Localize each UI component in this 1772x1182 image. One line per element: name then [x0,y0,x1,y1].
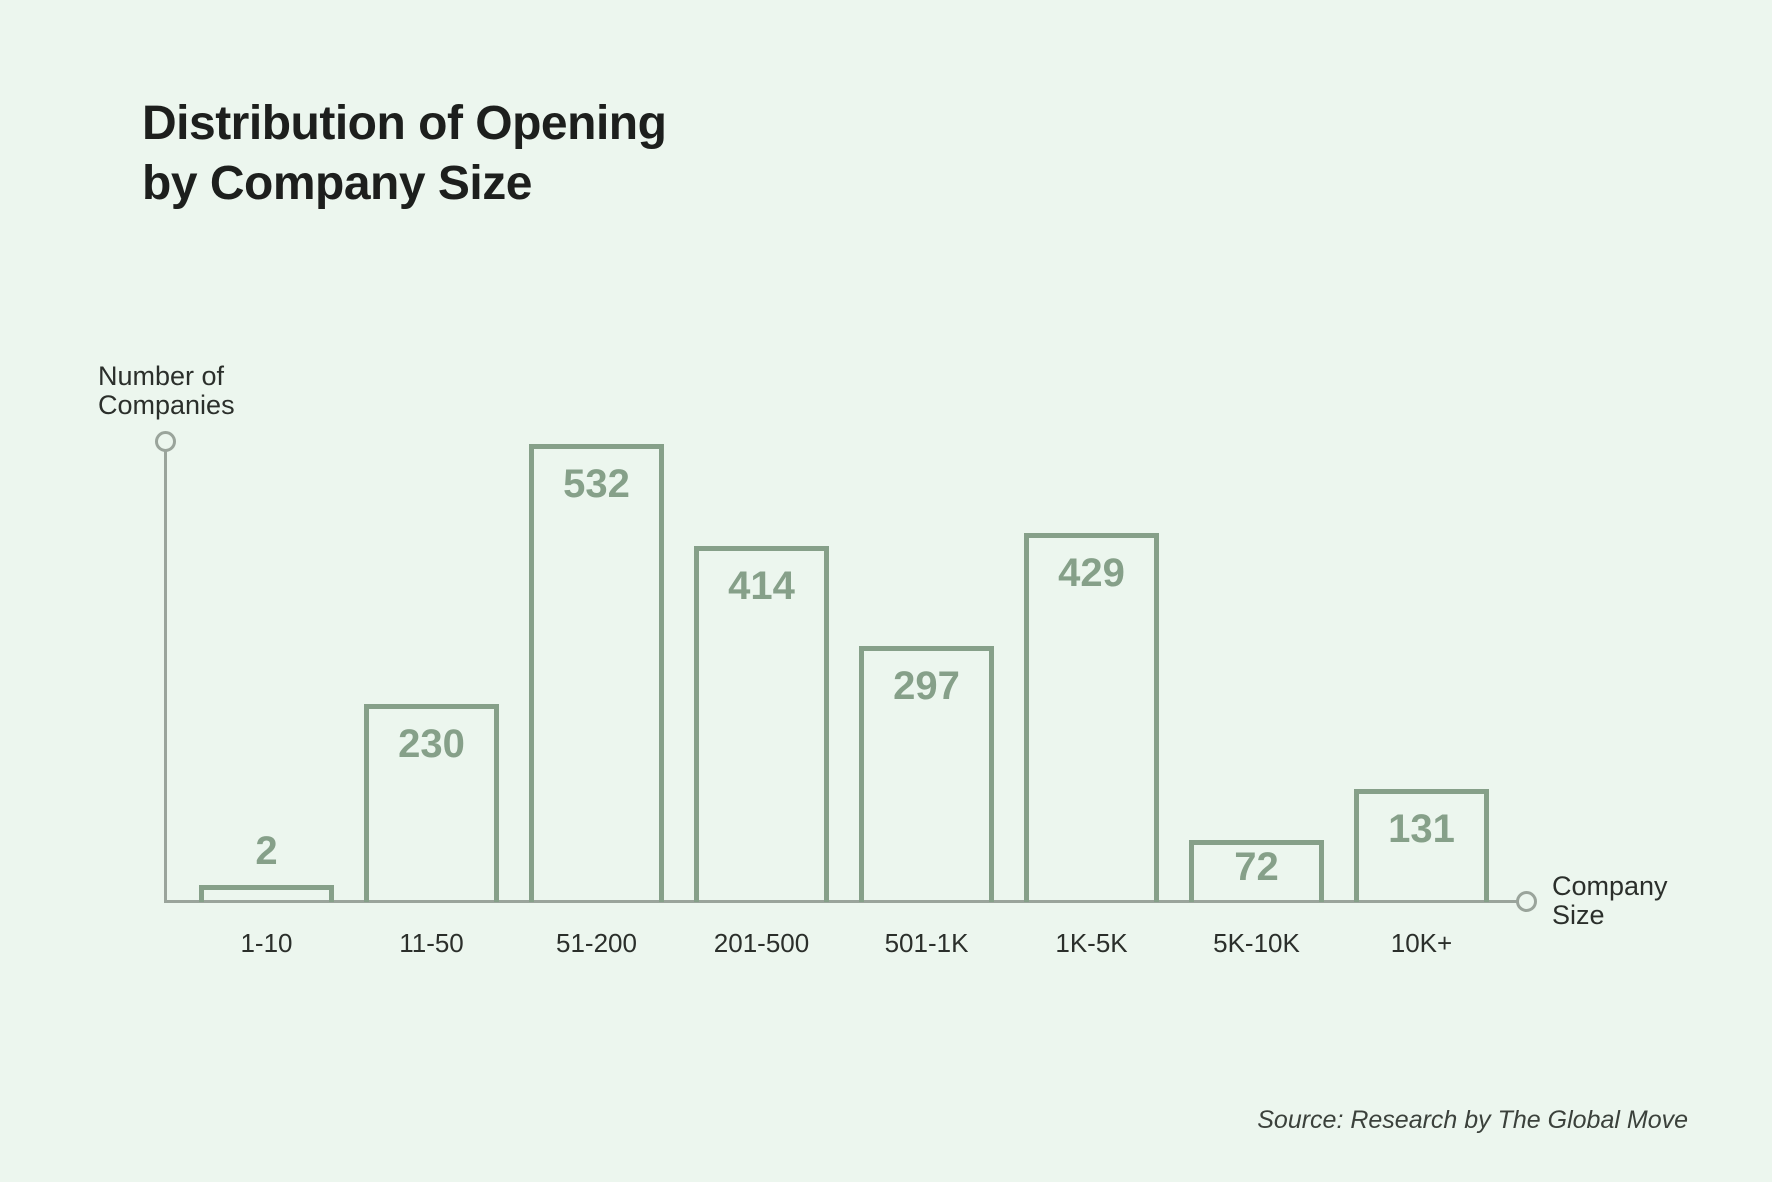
x-tick-label: 5K-10K [1213,928,1300,958]
bar [1354,789,1489,902]
bar [694,546,829,902]
x-axis-label: Company Size [1552,872,1668,930]
bar-value-label: 230 [398,722,465,766]
y-axis-label-line1: Number of [98,361,225,391]
bar [1189,840,1324,902]
x-axis-label-line1: Company [1552,871,1668,901]
x-tick-label: 11-50 [399,928,464,958]
bar-value-label: 532 [563,462,630,506]
y-axis-label-line2: Companies [98,390,235,420]
chart-title: Distribution of Opening by Company Size [142,94,667,214]
x-tick-label: 1-10 [240,928,293,958]
bar-value-label: 297 [893,664,960,708]
x-axis-label-line2: Size [1552,900,1605,930]
x-tick-label: 1K-5K [1055,928,1128,958]
x-axis-line [164,900,1517,903]
bar-value-label: 414 [728,564,795,608]
x-tick-label: 501-1K [884,928,969,958]
bar [529,444,664,902]
bar [1024,533,1159,902]
x-tick-label: 201-500 [713,928,810,958]
x-axis-endpoint-circle [1516,891,1537,912]
x-tick-label: 10K+ [1390,928,1453,958]
bar [859,646,994,902]
bar [364,704,499,902]
chart-title-line1: Distribution of Opening [142,97,667,150]
chart-title-line2: by Company Size [142,157,532,210]
x-tick-label: 51-200 [556,928,637,958]
bar [199,885,334,902]
bar-value-label: 429 [1058,551,1125,595]
y-axis-line [164,451,167,902]
source-note: Source: Research by The Global Move [1257,1106,1688,1134]
bar-value-label: 131 [1388,807,1455,851]
y-axis-label: Number of Companies [98,362,235,420]
bar-value-label: 72 [1234,845,1279,889]
y-axis-endpoint-circle [155,431,176,452]
bar-value-label: 2 [255,829,278,873]
